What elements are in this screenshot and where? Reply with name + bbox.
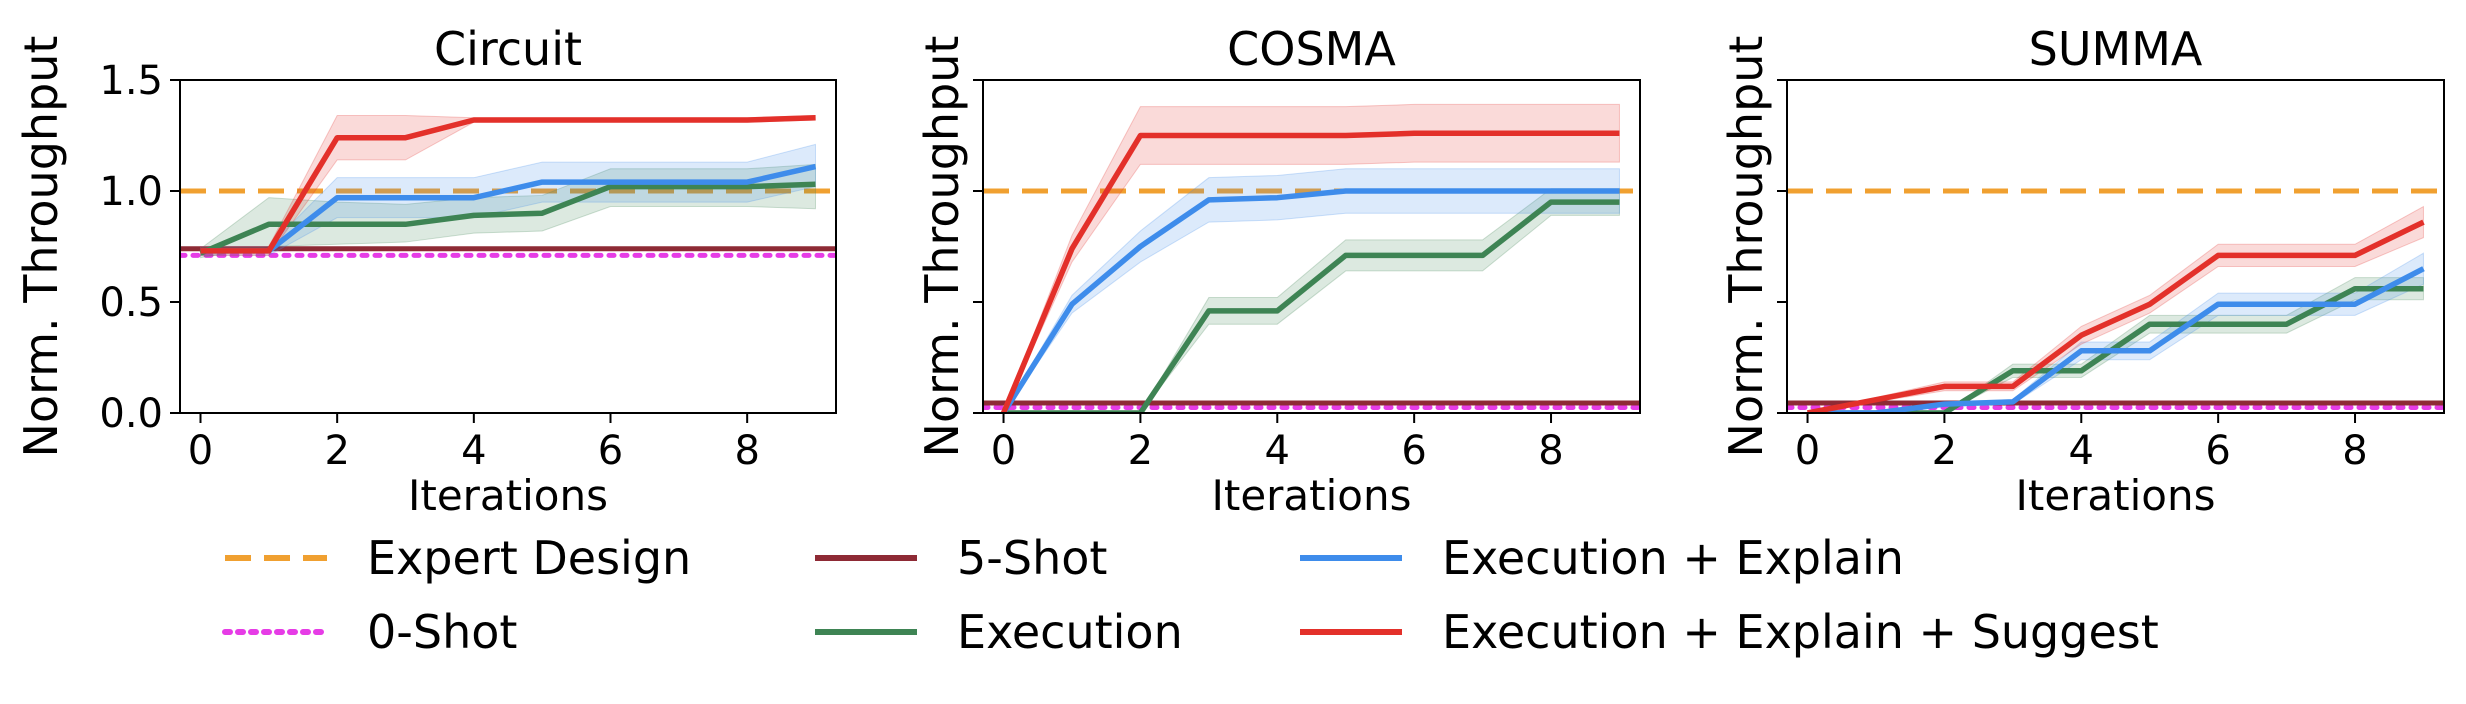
x-tick-label: 4 — [461, 428, 486, 474]
legend-item-explain: Execution + Explain — [1300, 531, 1904, 585]
x-tick-label: 2 — [1932, 428, 1957, 474]
panel-title: Circuit — [434, 22, 582, 76]
x-tick-label: 0 — [188, 428, 213, 474]
legend: Expert Design 0-Shot 5-Shot Execution Execut… — [222, 531, 2159, 659]
legend-label: Execution — [957, 605, 1183, 659]
panels: 0 2 4 6 8 0.0 0.5 1.0 1.5 Circuit Iterations Norm. … — [14, 22, 2445, 520]
y-tick-label: 0.5 — [99, 280, 163, 326]
legend-item-zero-shot: 0-Shot — [222, 605, 517, 659]
y-axis-label: Norm. Throughput — [915, 36, 969, 458]
x-tick-label: 4 — [1265, 428, 1290, 474]
panel-title: COSMA — [1227, 22, 1396, 76]
plot-area — [180, 114, 836, 259]
x-tick-label: 0 — [991, 428, 1016, 474]
x-tick-label: 2 — [324, 428, 349, 474]
x-axis-label: Iterations — [408, 471, 608, 520]
legend-item-five-shot: 5-Shot — [815, 531, 1107, 585]
series-line-suggest — [200, 114, 816, 254]
series-line-explain — [200, 163, 817, 254]
legend-item-suggest: Execution + Explain + Suggest — [1300, 605, 2159, 659]
legend-label: 5-Shot — [957, 531, 1107, 585]
x-axis-label: Iterations — [2015, 471, 2215, 520]
band-suggest — [1003, 103, 1620, 413]
x-tick-label: 8 — [1538, 428, 1563, 474]
x-tick-label: 6 — [2205, 428, 2230, 474]
series-line-suggest — [1000, 130, 1620, 413]
series-line-execution — [1003, 199, 1620, 413]
legend-label: Execution + Explain — [1442, 531, 1904, 585]
legend-label: Expert Design — [367, 531, 691, 585]
plot-area — [1787, 188, 2444, 413]
x-axis-label: Iterations — [1211, 471, 1411, 520]
x-tick-label: 6 — [1401, 428, 1426, 474]
x-tick-label: 4 — [2069, 428, 2094, 474]
y-axis-label: Norm. Throughput — [14, 36, 68, 458]
x-tick-label: 6 — [598, 428, 623, 474]
series-line-suggest — [1806, 219, 2425, 413]
series-line-explain — [1807, 266, 2425, 413]
x-tick-label: 2 — [1128, 428, 1153, 474]
panel-title: SUMMA — [2029, 22, 2203, 76]
legend-item-execution: Execution — [815, 605, 1183, 659]
panel-circuit: 0 2 4 6 8 0.0 0.5 1.0 1.5 Circuit Iterations Norm. … — [14, 22, 837, 520]
x-tick-label: 0 — [1795, 428, 1820, 474]
legend-label: Execution + Explain + Suggest — [1442, 605, 2159, 659]
y-tick-label: 1.5 — [99, 58, 163, 104]
x-tick-label: 8 — [734, 428, 759, 474]
legend-label: 0-Shot — [367, 605, 517, 659]
y-tick-label: 0.0 — [99, 391, 163, 437]
axes-frame — [179, 79, 837, 414]
band-explain — [1807, 252, 2424, 413]
axes-frame — [1786, 79, 2445, 414]
panel-cosma: 0 2 4 6 8 COSMA Iterations Norm. Throughput — [915, 22, 1641, 520]
plot-area — [983, 103, 1640, 413]
y-tick-label: 1.0 — [99, 169, 163, 215]
x-tick-label: 8 — [2342, 428, 2367, 474]
axes-frame — [982, 79, 1641, 414]
series-line-explain — [1001, 188, 1620, 413]
panel-summa: 0 2 4 6 8 SUMMA Iterations Norm. Throughput — [1719, 22, 2445, 520]
y-axis-label: Norm. Throughput — [1719, 36, 1773, 458]
legend-item-expert: Expert Design — [225, 531, 691, 585]
